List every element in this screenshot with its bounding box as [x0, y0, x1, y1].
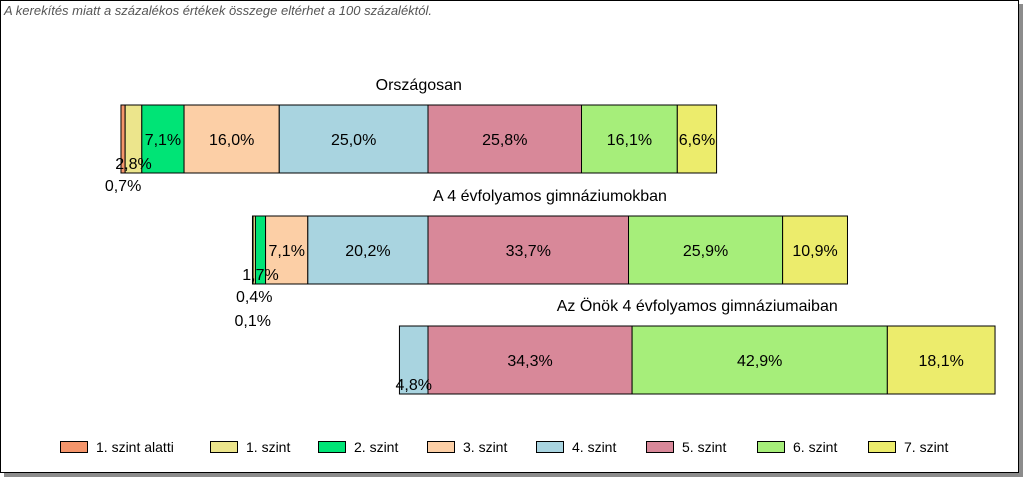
bar-segment	[886, 325, 996, 395]
legend-swatch	[536, 441, 564, 453]
legend-label: 3. szint	[463, 439, 508, 455]
legend: 1. szint alatti 1. szint 2. szint 3. szint 4…	[60, 437, 1020, 457]
bar-segment	[782, 215, 848, 285]
legend-item: 1. szint	[210, 437, 290, 457]
data-label: 33,7%	[506, 243, 551, 260]
data-label: 20,2%	[345, 243, 390, 260]
data-label: 10,9%	[792, 243, 837, 260]
legend-swatch	[427, 441, 455, 453]
data-label: 4,8%	[395, 377, 431, 394]
rounding-note: A kerekítés miatt a százalékos értékek ö…	[4, 3, 433, 18]
legend-item: 4. szint	[536, 437, 616, 457]
bar-title: A 4 évfolyamos gimnáziumokban	[433, 188, 667, 205]
bar-segment	[427, 104, 583, 174]
legend-item: 2. szint	[318, 437, 398, 457]
legend-label: 2. szint	[354, 439, 399, 455]
data-label: 18,1%	[919, 353, 964, 370]
data-label: 42,9%	[737, 353, 782, 370]
bar-segment	[628, 215, 784, 285]
data-label: 34,3%	[507, 353, 552, 370]
legend-swatch	[318, 441, 346, 453]
legend-label: 6. szint	[793, 439, 838, 455]
data-label: 16,0%	[209, 132, 254, 149]
bar-segment	[141, 104, 185, 174]
data-label: 2,8%	[115, 156, 151, 173]
data-label: 0,7%	[105, 178, 141, 195]
data-label: 0,4%	[236, 289, 272, 306]
bar-title: Az Önök 4 évfolyamos gimnáziumaiban	[557, 297, 838, 315]
data-label: 7,1%	[268, 243, 304, 260]
bar-segment	[265, 215, 309, 285]
legend-swatch	[757, 441, 785, 453]
legend-item: 6. szint	[757, 437, 837, 457]
legend-swatch	[868, 441, 896, 453]
legend-label: 4. szint	[572, 439, 617, 455]
bar-segment	[427, 325, 633, 395]
bar-title: Országosan	[376, 77, 462, 94]
legend-item: 3. szint	[427, 437, 507, 457]
data-label: 7,1%	[145, 132, 181, 149]
data-label: 1,7%	[242, 267, 278, 284]
bar-segment	[427, 215, 630, 285]
legend-swatch	[646, 441, 674, 453]
bar-segment	[676, 104, 718, 174]
legend-swatch	[210, 441, 238, 453]
bar-segment	[581, 104, 678, 174]
data-label: 6,6%	[679, 132, 715, 149]
legend-label: 5. szint	[682, 439, 727, 455]
legend-label: 1. szint alatti	[96, 439, 174, 455]
legend-swatch	[60, 441, 88, 453]
data-label: 25,8%	[482, 132, 527, 149]
legend-label: 1. szint	[246, 439, 291, 455]
bar-segment	[398, 325, 429, 395]
bar-segment	[631, 325, 888, 395]
data-label: 16,1%	[607, 132, 652, 149]
legend-item: 7. szint	[868, 437, 948, 457]
bar-segment	[183, 104, 280, 174]
data-label: 0,1%	[235, 313, 271, 330]
legend-item: 5. szint	[646, 437, 726, 457]
data-label: 25,9%	[683, 243, 728, 260]
legend-label: 7. szint	[904, 439, 949, 455]
legend-item: 1. szint alatti	[60, 437, 174, 457]
data-label: 25,0%	[331, 132, 376, 149]
